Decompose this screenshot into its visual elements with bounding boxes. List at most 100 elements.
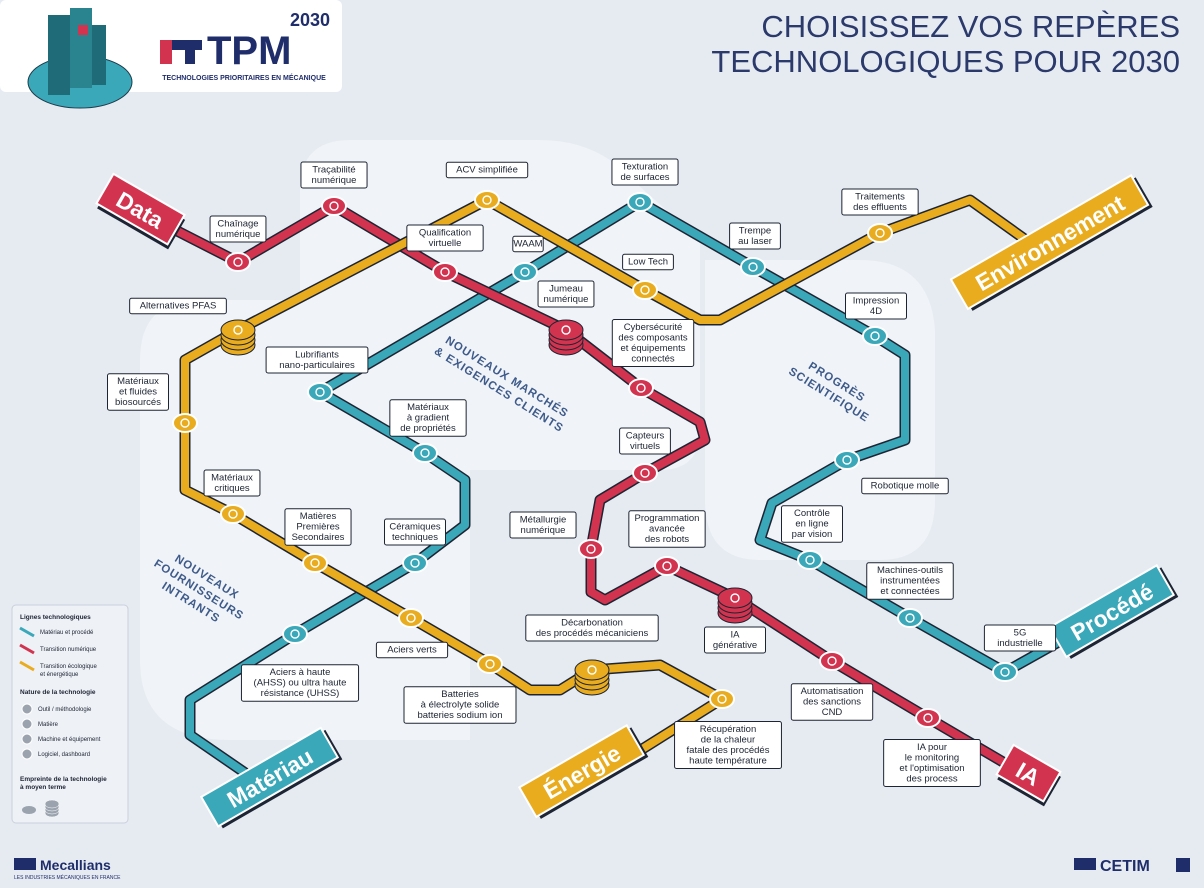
tpm-logo [160,40,202,64]
station-marker [307,382,333,402]
station-label: Impression [853,295,899,306]
station-label: Batteries [441,689,479,700]
station-label: Matières [300,511,337,522]
station-label: de propriétés [400,423,456,434]
station-icon [310,558,320,568]
station-label: nano-particulaires [279,360,355,371]
station-label: Cybersécurité [624,322,683,333]
station-label-box [883,739,981,787]
terminal-box [517,724,646,819]
station-label: Automatisation [801,686,864,697]
station: Alternatives PFAS [129,297,256,356]
station-label-box [240,664,360,702]
station-label: et l'optimisation [899,763,964,774]
terminal-box [995,743,1062,803]
station: Aciers à haute(AHSS) ou ultra hauterésis… [240,624,360,702]
station-label: à électrolyte solide [421,700,500,711]
station-label: numérique [521,525,566,536]
station-label: numérique [544,294,589,305]
legend-label: et énergétique [40,672,79,678]
station-label-box [611,158,679,186]
brand: TPM [207,29,291,73]
station-icon [329,201,339,211]
station-label-box [403,686,517,724]
legend-label: Matériau et procédé [40,630,94,636]
station-icon [805,555,815,565]
station-icon [482,195,492,205]
station-label: 4D [870,306,882,317]
logo-3d [27,8,133,109]
station-icon [290,629,300,639]
legend-title: Empreinte de la technologie [20,776,107,783]
station-label-box [704,626,766,654]
station-label-box [203,469,261,497]
station-icon [748,262,758,272]
station-icon [827,656,837,666]
station-marker [321,196,347,216]
legend-box [11,604,129,824]
station-label-box [129,297,227,315]
station-label-box [611,319,695,367]
station-icon [406,613,416,623]
legend-icon [21,718,33,730]
station-marker [578,539,604,559]
station-icon [410,558,420,568]
legend-label: Logiciel, dashboard [38,752,90,758]
station-label-box [729,222,781,250]
station-label: CND [822,707,843,718]
station-marker [867,223,893,243]
station-icon [1000,667,1010,677]
station-label-box [107,373,169,411]
station-icon [870,331,880,341]
station-label: numérique [312,175,357,186]
station-label: Jumeau [549,283,583,294]
station-label: de surfaces [620,172,669,183]
legend-icon [21,748,33,760]
station-icon [923,713,933,723]
station-label: Matériaux [211,472,253,483]
station-label: fatale des procédés [687,745,770,756]
station-label: des effluents [853,202,907,213]
station-icon [635,197,645,207]
station-label: des process [906,773,957,784]
station-marker [797,550,823,570]
station-marker [862,326,888,346]
legend-icon [21,703,33,715]
station-label: Alternatives PFAS [140,301,217,312]
station-label: Métallurgie [520,514,566,525]
station-label: générative [713,640,757,651]
station-label: (AHSS) ou ultra haute [254,678,347,689]
station-label: Matériaux [117,376,159,387]
legend-label: Transition écologique [40,664,97,670]
station-label: virtuelle [429,238,462,249]
legend-label: Transition numérique [40,647,97,653]
year: 2030 [290,10,330,30]
station-label: 5G [1014,627,1027,638]
station-label: Low Tech [628,257,668,268]
station-label-box [512,235,544,253]
station-label-box [209,215,267,243]
station-label: Matériaux [407,402,449,413]
station-label-box [509,511,577,539]
station-label-box [622,253,674,271]
station-label: au laser [738,236,772,247]
station-label: Traitements [855,191,905,202]
station-label-box [790,683,874,721]
terminal-box [949,174,1150,311]
station: Low Tech [622,253,674,300]
station-icon [420,448,430,458]
station-label: Décarbonation [561,617,623,628]
station-marker [225,252,251,272]
station-icon [520,267,530,277]
